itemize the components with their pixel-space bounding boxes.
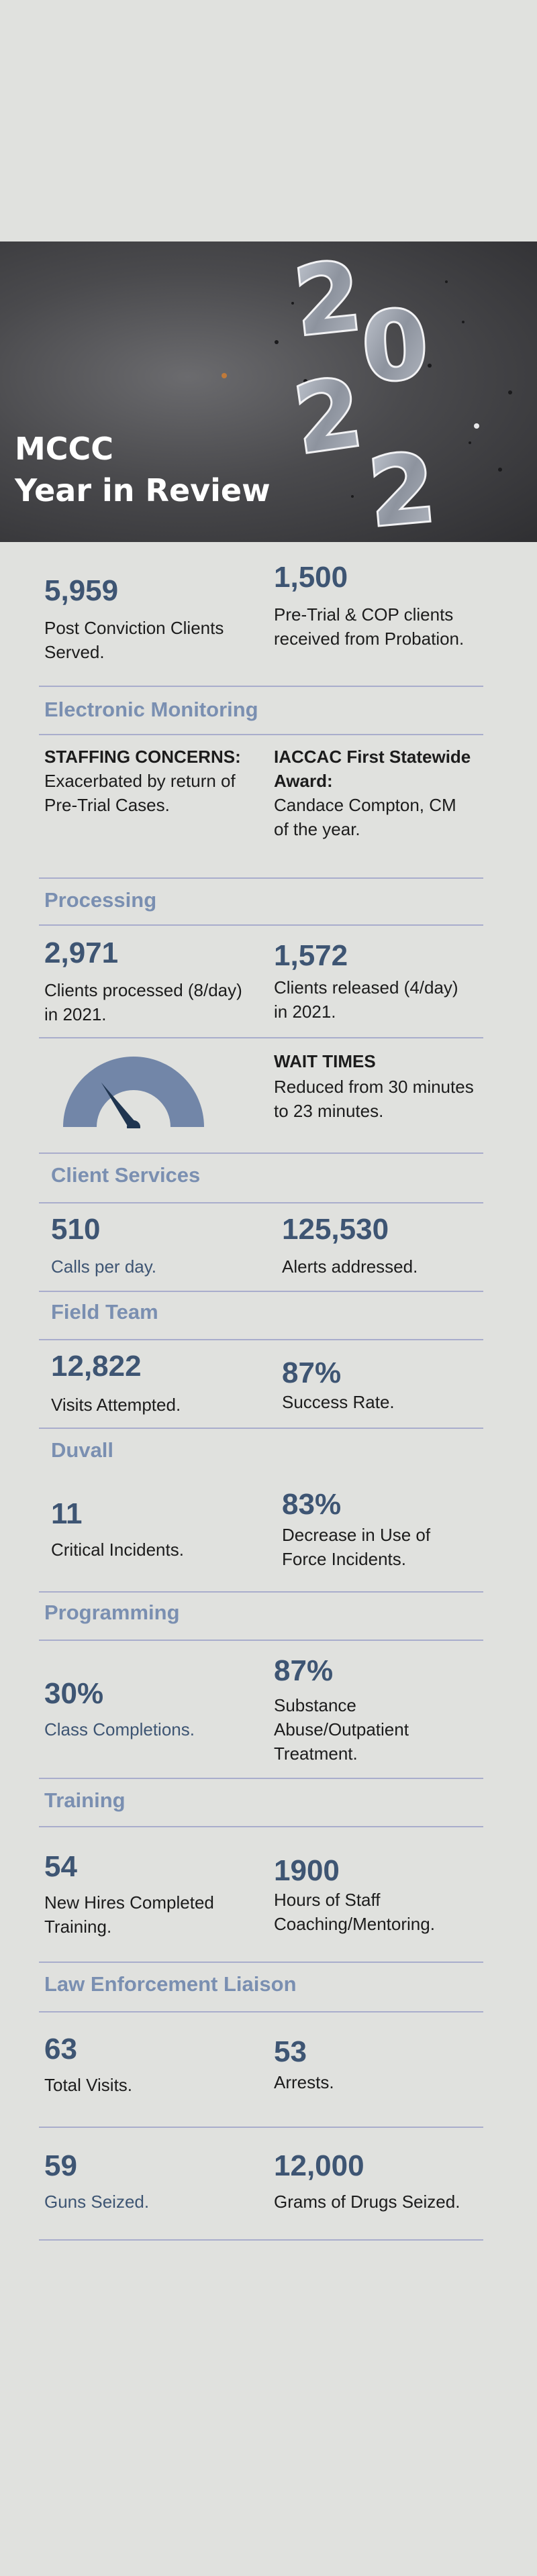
total-visits-value: 63 xyxy=(44,2033,77,2065)
force-decrease-label: Decrease in Use of Force Incidents. xyxy=(282,1525,431,1569)
award-text: Candace Compton, CM of the year. xyxy=(274,795,456,839)
critical-incidents-value: 11 xyxy=(51,1497,83,1530)
divider xyxy=(39,877,483,879)
new-hires-value: 54 xyxy=(44,1850,77,1883)
year-2022-decoration: 2 0 2 2 xyxy=(222,241,512,542)
section-programming: Programming xyxy=(44,1601,180,1624)
processed-label: Clients processed (8/day) in 2021. xyxy=(44,980,242,1024)
class-completions-label: Class Completions. xyxy=(44,1719,195,1739)
success-rate-value: 87% xyxy=(282,1356,342,1389)
released-label: Clients released (4/day) in 2021. xyxy=(274,977,458,1022)
confetti-dots xyxy=(275,280,512,498)
divider xyxy=(39,1291,483,1292)
visits-attempted-label: Visits Attempted. xyxy=(51,1395,181,1415)
calls-value: 510 xyxy=(51,1213,101,1246)
substance-abuse-value: 87% xyxy=(274,1654,334,1687)
section-processing: Processing xyxy=(44,888,157,912)
arrests-value: 53 xyxy=(274,2035,307,2068)
drugs-seized-value: 12,000 xyxy=(274,2149,364,2182)
year-digit-3: 2 xyxy=(288,358,368,476)
divider xyxy=(39,686,483,687)
title-line-2: Year in Review xyxy=(15,472,271,508)
section-client-services: Client Services xyxy=(51,1163,201,1187)
section-training: Training xyxy=(44,1788,126,1812)
total-visits-label: Total Visits. xyxy=(44,2075,133,2095)
staffing-text: Exacerbated by return of Pre-Trial Cases… xyxy=(44,771,236,815)
divider xyxy=(39,2239,483,2241)
coaching-hours-label: Hours of Staff Coaching/Mentoring. xyxy=(274,1890,435,1934)
post-conviction-label: Post Conviction Clients Served. xyxy=(44,618,224,662)
divider xyxy=(39,1591,483,1593)
visits-attempted-value: 12,822 xyxy=(51,1350,142,1383)
guns-seized-label: Guns Seized. xyxy=(44,2192,150,2212)
pretrial-value: 1,500 xyxy=(274,561,348,594)
divider xyxy=(39,1826,483,1827)
title-line-1: MCCC xyxy=(15,431,114,467)
new-hires-label: New Hires Completed Training. xyxy=(44,1892,214,1937)
speedometer-gauge-icon xyxy=(63,1057,204,1128)
divider xyxy=(39,1778,483,1779)
award-title: IACCAC First Statewide Award: xyxy=(274,747,471,791)
substance-abuse-label: Substance Abuse/Outpatient Treatment. xyxy=(274,1695,409,1764)
section-duvall: Duvall xyxy=(51,1438,114,1462)
section-law-enforcement-liaison: Law Enforcement Liaison xyxy=(44,1972,297,1996)
divider xyxy=(39,1037,483,1038)
divider xyxy=(39,924,483,926)
hero-banner: 2 0 2 2 MCCC Year in Review xyxy=(0,241,537,542)
divider xyxy=(39,2011,483,2012)
report-title: MCCC Year in Review xyxy=(15,428,271,511)
staffing-title: STAFFING CONCERNS: xyxy=(44,747,241,767)
pretrial-label: Pre-Trial & COP clients received from Pr… xyxy=(274,604,465,649)
divider xyxy=(39,1152,483,1154)
year-digit-1: 2 xyxy=(289,241,366,357)
divider xyxy=(39,1202,483,1203)
section-electronic-monitoring: Electronic Monitoring xyxy=(44,698,258,721)
processed-value: 2,971 xyxy=(44,936,119,969)
guns-seized-value: 59 xyxy=(44,2149,77,2182)
alerts-value: 125,530 xyxy=(282,1213,389,1246)
success-rate-label: Success Rate. xyxy=(282,1392,395,1412)
alerts-label: Alerts addressed. xyxy=(282,1256,418,1277)
critical-incidents-label: Critical Incidents. xyxy=(51,1540,184,1560)
drugs-seized-label: Grams of Drugs Seized. xyxy=(274,2192,460,2212)
calls-label: Calls per day. xyxy=(51,1256,157,1277)
force-decrease-value: 83% xyxy=(282,1488,342,1521)
divider xyxy=(39,1339,483,1340)
divider xyxy=(39,1428,483,1429)
divider xyxy=(39,734,483,735)
year-digit-2: 0 xyxy=(358,290,432,403)
divider xyxy=(39,1640,483,1641)
coaching-hours-value: 1900 xyxy=(274,1854,340,1887)
class-completions-value: 30% xyxy=(44,1677,104,1710)
year-digit-4: 2 xyxy=(364,433,439,542)
post-conviction-value: 5,959 xyxy=(44,574,119,607)
divider xyxy=(39,2127,483,2128)
divider xyxy=(39,1962,483,1963)
section-field-team: Field Team xyxy=(51,1300,158,1324)
wait-times-title: WAIT TIMES xyxy=(274,1051,376,1071)
released-value: 1,572 xyxy=(274,939,348,972)
arrests-label: Arrests. xyxy=(274,2072,334,2092)
wait-times-text: Reduced from 30 minutes to 23 minutes. xyxy=(274,1077,474,1121)
